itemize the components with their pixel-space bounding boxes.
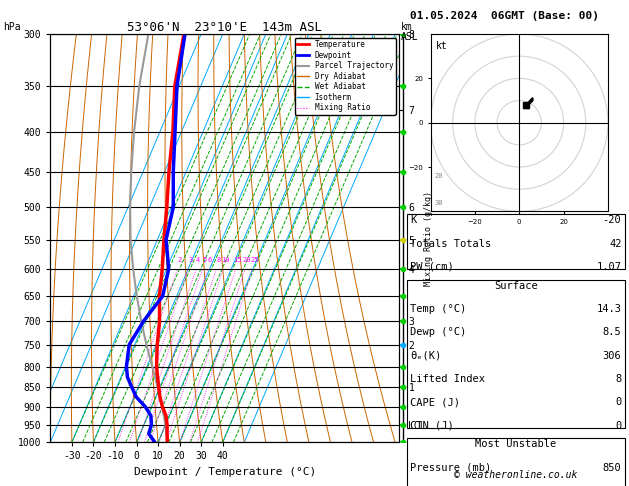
Text: © weatheronline.co.uk: © weatheronline.co.uk bbox=[454, 469, 577, 480]
Text: K: K bbox=[410, 215, 416, 226]
Text: Pressure (mb): Pressure (mb) bbox=[410, 463, 491, 472]
Text: 850: 850 bbox=[603, 463, 621, 472]
Text: Most Unstable: Most Unstable bbox=[475, 439, 557, 449]
Legend: Temperature, Dewpoint, Parcel Trajectory, Dry Adiabat, Wet Adiabat, Isotherm, Mi: Temperature, Dewpoint, Parcel Trajectory… bbox=[295, 38, 396, 115]
Text: 3: 3 bbox=[188, 258, 192, 263]
Text: 306: 306 bbox=[603, 350, 621, 361]
Title: 53°06'N  23°10'E  143m ASL: 53°06'N 23°10'E 143m ASL bbox=[127, 21, 323, 34]
Text: Temp (°C): Temp (°C) bbox=[410, 304, 466, 314]
Text: -20: -20 bbox=[603, 215, 621, 226]
Text: 30: 30 bbox=[435, 200, 443, 206]
Text: 0: 0 bbox=[615, 420, 621, 431]
Text: 42: 42 bbox=[609, 239, 621, 249]
Text: 20: 20 bbox=[435, 173, 443, 179]
Text: Surface: Surface bbox=[494, 280, 538, 291]
Text: 14.3: 14.3 bbox=[596, 304, 621, 314]
Text: 8: 8 bbox=[615, 374, 621, 384]
Text: θₑ(K): θₑ(K) bbox=[410, 350, 442, 361]
Text: 4: 4 bbox=[196, 258, 200, 263]
Text: 25: 25 bbox=[250, 258, 259, 263]
Text: ASL: ASL bbox=[401, 32, 418, 42]
Text: 5: 5 bbox=[203, 258, 206, 263]
Text: 01.05.2024  06GMT (Base: 00): 01.05.2024 06GMT (Base: 00) bbox=[410, 11, 599, 21]
Text: 20: 20 bbox=[243, 258, 251, 263]
Text: 2: 2 bbox=[177, 258, 182, 263]
Text: 15: 15 bbox=[233, 258, 242, 263]
Text: 8.5: 8.5 bbox=[603, 327, 621, 337]
Text: 6: 6 bbox=[208, 258, 212, 263]
Text: Dewp (°C): Dewp (°C) bbox=[410, 327, 466, 337]
Text: km: km bbox=[401, 22, 413, 32]
Text: kt: kt bbox=[436, 41, 448, 51]
Text: Totals Totals: Totals Totals bbox=[410, 239, 491, 249]
Text: 1.07: 1.07 bbox=[596, 262, 621, 272]
Text: hPa: hPa bbox=[3, 22, 21, 32]
Text: CAPE (J): CAPE (J) bbox=[410, 397, 460, 407]
Text: CIN (J): CIN (J) bbox=[410, 420, 454, 431]
X-axis label: Dewpoint / Temperature (°C): Dewpoint / Temperature (°C) bbox=[134, 467, 316, 477]
Text: Mixing Ratio (g/kg): Mixing Ratio (g/kg) bbox=[424, 191, 433, 286]
Text: 8: 8 bbox=[216, 258, 220, 263]
Text: 10: 10 bbox=[221, 258, 229, 263]
Text: PW (cm): PW (cm) bbox=[410, 262, 454, 272]
Text: Lifted Index: Lifted Index bbox=[410, 374, 485, 384]
Text: 0: 0 bbox=[615, 397, 621, 407]
